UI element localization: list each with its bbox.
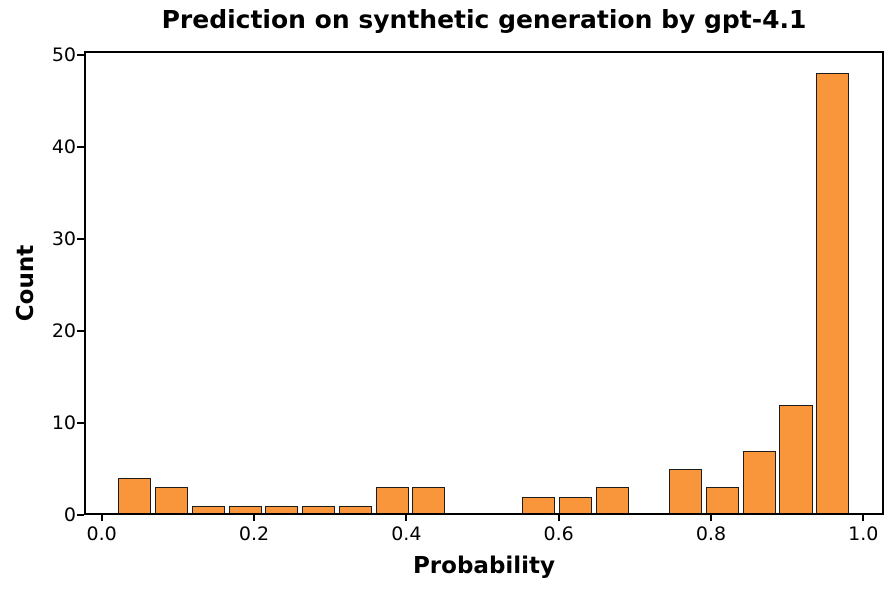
x-tick-label: 0.0 <box>86 523 117 545</box>
x-tick-mark <box>100 515 103 521</box>
y-tick-mark <box>77 145 84 148</box>
histogram-bar <box>669 468 703 515</box>
histogram-bar <box>375 487 409 515</box>
x-tick-mark <box>405 515 408 521</box>
x-tick-mark <box>862 515 865 521</box>
histogram-bar <box>118 478 152 515</box>
histogram-bar <box>412 487 446 515</box>
y-tick-mark <box>77 329 84 332</box>
y-tick-mark <box>77 53 84 56</box>
y-tick-label: 30 <box>51 227 76 250</box>
y-tick-mark <box>77 514 84 516</box>
x-axis-label: Probability <box>412 553 556 579</box>
histogram-bar <box>559 496 593 515</box>
y-axis-label: Count <box>13 244 39 322</box>
y-tick-label: 0 <box>63 504 76 526</box>
histogram-bar <box>522 496 556 515</box>
y-tick-label: 50 <box>51 43 76 66</box>
histogram-bar <box>265 505 299 515</box>
x-tick-label: 0.8 <box>695 523 727 545</box>
x-tick-label: 0.2 <box>238 523 270 545</box>
x-tick-mark <box>709 515 712 521</box>
histogram-bar <box>742 450 776 515</box>
x-tick-label: 0.6 <box>543 523 574 545</box>
y-tick-mark <box>77 237 84 240</box>
x-tick-label: 1.0 <box>848 523 879 545</box>
chart-title: Prediction on synthetic generation by gp… <box>161 5 807 34</box>
histogram-bar <box>779 404 813 515</box>
histogram-bar <box>338 505 372 515</box>
histogram-bar <box>228 505 262 515</box>
x-tick-mark <box>557 515 560 521</box>
histogram-bar <box>155 487 189 515</box>
y-tick-label: 20 <box>51 319 76 342</box>
histogram-bar <box>706 487 740 515</box>
histogram-bar <box>595 487 629 515</box>
y-tick-label: 40 <box>51 135 76 158</box>
histogram-bar <box>191 505 225 515</box>
y-tick-label: 10 <box>51 411 76 434</box>
x-tick-mark <box>252 515 255 521</box>
histogram-bar <box>302 505 336 515</box>
plot-area <box>84 51 884 515</box>
y-tick-mark <box>77 421 84 424</box>
histogram-bar <box>816 73 850 515</box>
x-tick-label: 0.4 <box>391 523 422 545</box>
